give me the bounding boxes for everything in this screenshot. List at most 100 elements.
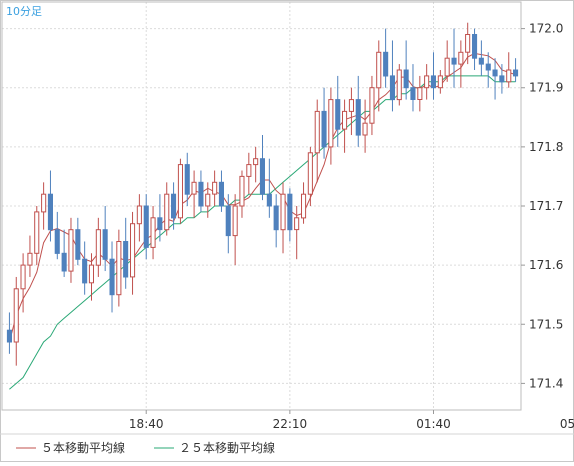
candle [383, 28, 389, 88]
candle-body-up [444, 57, 450, 77]
candle [95, 217, 101, 277]
candle-body-down [513, 69, 519, 77]
candle [198, 170, 204, 212]
candle-body-down [198, 181, 204, 207]
candle-body-down [389, 75, 395, 101]
candle [403, 40, 409, 100]
candle-body-up [506, 69, 512, 83]
candle [75, 217, 81, 266]
candle [232, 194, 238, 266]
candle-body-up [348, 99, 354, 112]
candle [499, 64, 505, 94]
candle [225, 194, 231, 254]
x-tick-label: 01:40 [416, 417, 451, 431]
candle [328, 87, 334, 165]
candle-body-down [410, 87, 416, 100]
candle-body-up [95, 229, 101, 266]
candle [150, 206, 156, 260]
candle [355, 75, 361, 147]
candle-body-up [301, 193, 307, 219]
candle [437, 70, 443, 94]
candle [130, 211, 136, 295]
candle-body-up [130, 223, 136, 278]
candle-body-up [314, 110, 320, 154]
legend-label-ma5: ５本移動平均線 [41, 440, 125, 455]
candle [458, 40, 464, 88]
candle [259, 135, 265, 201]
candle [41, 182, 47, 230]
candle [171, 182, 177, 230]
candle-body-up [13, 288, 19, 343]
x-tick-label: 05:10 [560, 417, 574, 431]
candle-body-up [68, 229, 74, 272]
candle [465, 22, 471, 65]
candle-body-up [205, 193, 211, 207]
candle-body-up [246, 164, 252, 177]
candle-body-down [47, 193, 54, 231]
candle [123, 217, 129, 289]
candle-body-up [150, 217, 156, 248]
candle [34, 206, 40, 266]
candle-body-up [465, 34, 471, 53]
y-tick-label: 171.8 [529, 140, 563, 154]
y-tick-label: 171.7 [529, 199, 563, 213]
candle-body-down [321, 110, 327, 148]
candle [88, 253, 95, 301]
candle [82, 241, 88, 295]
candle-body-down [225, 205, 231, 237]
candle [136, 194, 142, 242]
candle [335, 75, 341, 147]
candle-body-down [54, 229, 60, 254]
candle [478, 40, 484, 76]
candle [424, 64, 430, 100]
candle [348, 87, 354, 136]
candle [396, 64, 402, 106]
candle-body-up [27, 252, 33, 266]
candle-body-up [88, 264, 95, 284]
candle-body-up [396, 69, 402, 101]
candle-body-down [102, 229, 108, 260]
candle [362, 99, 368, 153]
candle-body-down [499, 75, 505, 83]
candle-body-down [171, 193, 177, 219]
candle [157, 194, 163, 242]
candle [184, 152, 190, 206]
candle-body-down [485, 63, 491, 71]
x-tick-label: 22:10 [273, 417, 308, 431]
candle [369, 75, 375, 136]
candle-body-up [232, 205, 238, 237]
candle [246, 152, 252, 195]
candle [27, 235, 33, 277]
candle [13, 276, 19, 366]
candle [314, 99, 320, 183]
legend: ５本移動平均線 ２５本移動平均線 [16, 440, 275, 455]
candle [430, 52, 436, 100]
candle-body-down [383, 51, 389, 77]
candle [54, 211, 60, 260]
candle-body-down [273, 205, 279, 231]
candle-body-down [335, 99, 341, 130]
candle [444, 40, 450, 82]
candle-body-up [212, 181, 218, 195]
y-tick-label: 172.0 [529, 22, 563, 36]
candle [61, 229, 67, 277]
candle [177, 158, 183, 224]
candle-body-down [123, 241, 129, 278]
candle [451, 28, 457, 88]
candle [492, 58, 498, 100]
candle-body-down [61, 252, 67, 272]
candle [253, 146, 259, 183]
y-axis-ticks: 172.0 171.9 171.8 171.7 171.6 171.5 171.4 [521, 22, 563, 390]
candle-body-down [430, 75, 436, 89]
candle-body-down [355, 99, 361, 136]
candle-body-up [116, 241, 122, 296]
candle [212, 170, 218, 206]
candle-body-up [369, 87, 375, 124]
candle-body-down [403, 69, 409, 89]
y-tick-label: 171.5 [529, 317, 563, 331]
candle-body-up [34, 211, 40, 254]
candle-body-down [478, 57, 484, 65]
candle-body-down [75, 229, 81, 260]
candle [273, 194, 279, 248]
